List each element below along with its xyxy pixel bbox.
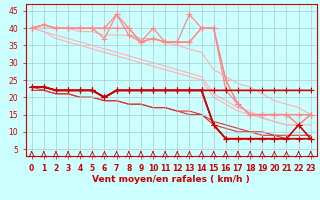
X-axis label: Vent moyen/en rafales ( km/h ): Vent moyen/en rafales ( km/h ) — [92, 175, 250, 184]
